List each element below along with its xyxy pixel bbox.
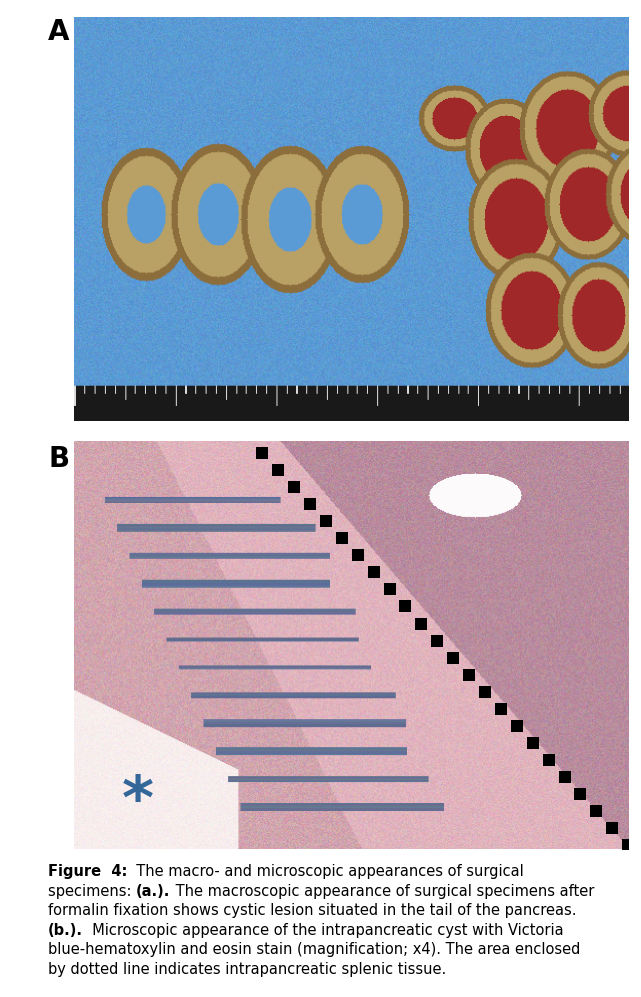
Text: *: *	[122, 773, 153, 831]
Text: Figure  4:: Figure 4:	[48, 864, 128, 879]
Text: blue-hematoxylin and eosin stain (magnification; x4). The area enclosed: blue-hematoxylin and eosin stain (magnif…	[48, 942, 581, 957]
Text: (a.).: (a.).	[136, 883, 171, 899]
Text: A: A	[48, 18, 70, 46]
Text: B: B	[48, 445, 69, 473]
Text: (b.).: (b.).	[48, 923, 83, 938]
Text: The macroscopic appearance of surgical specimens after: The macroscopic appearance of surgical s…	[171, 883, 594, 899]
Text: specimens:: specimens:	[48, 883, 136, 899]
Text: The macro- and microscopic appearances of surgical: The macro- and microscopic appearances o…	[128, 864, 524, 879]
Text: Microscopic appearance of the intrapancreatic cyst with Victoria: Microscopic appearance of the intrapancr…	[83, 923, 563, 938]
Text: formalin fixation shows cystic lesion situated in the tail of the pancreas.: formalin fixation shows cystic lesion si…	[48, 903, 576, 918]
Text: by dotted line indicates intrapancreatic splenic tissue.: by dotted line indicates intrapancreatic…	[48, 961, 446, 977]
